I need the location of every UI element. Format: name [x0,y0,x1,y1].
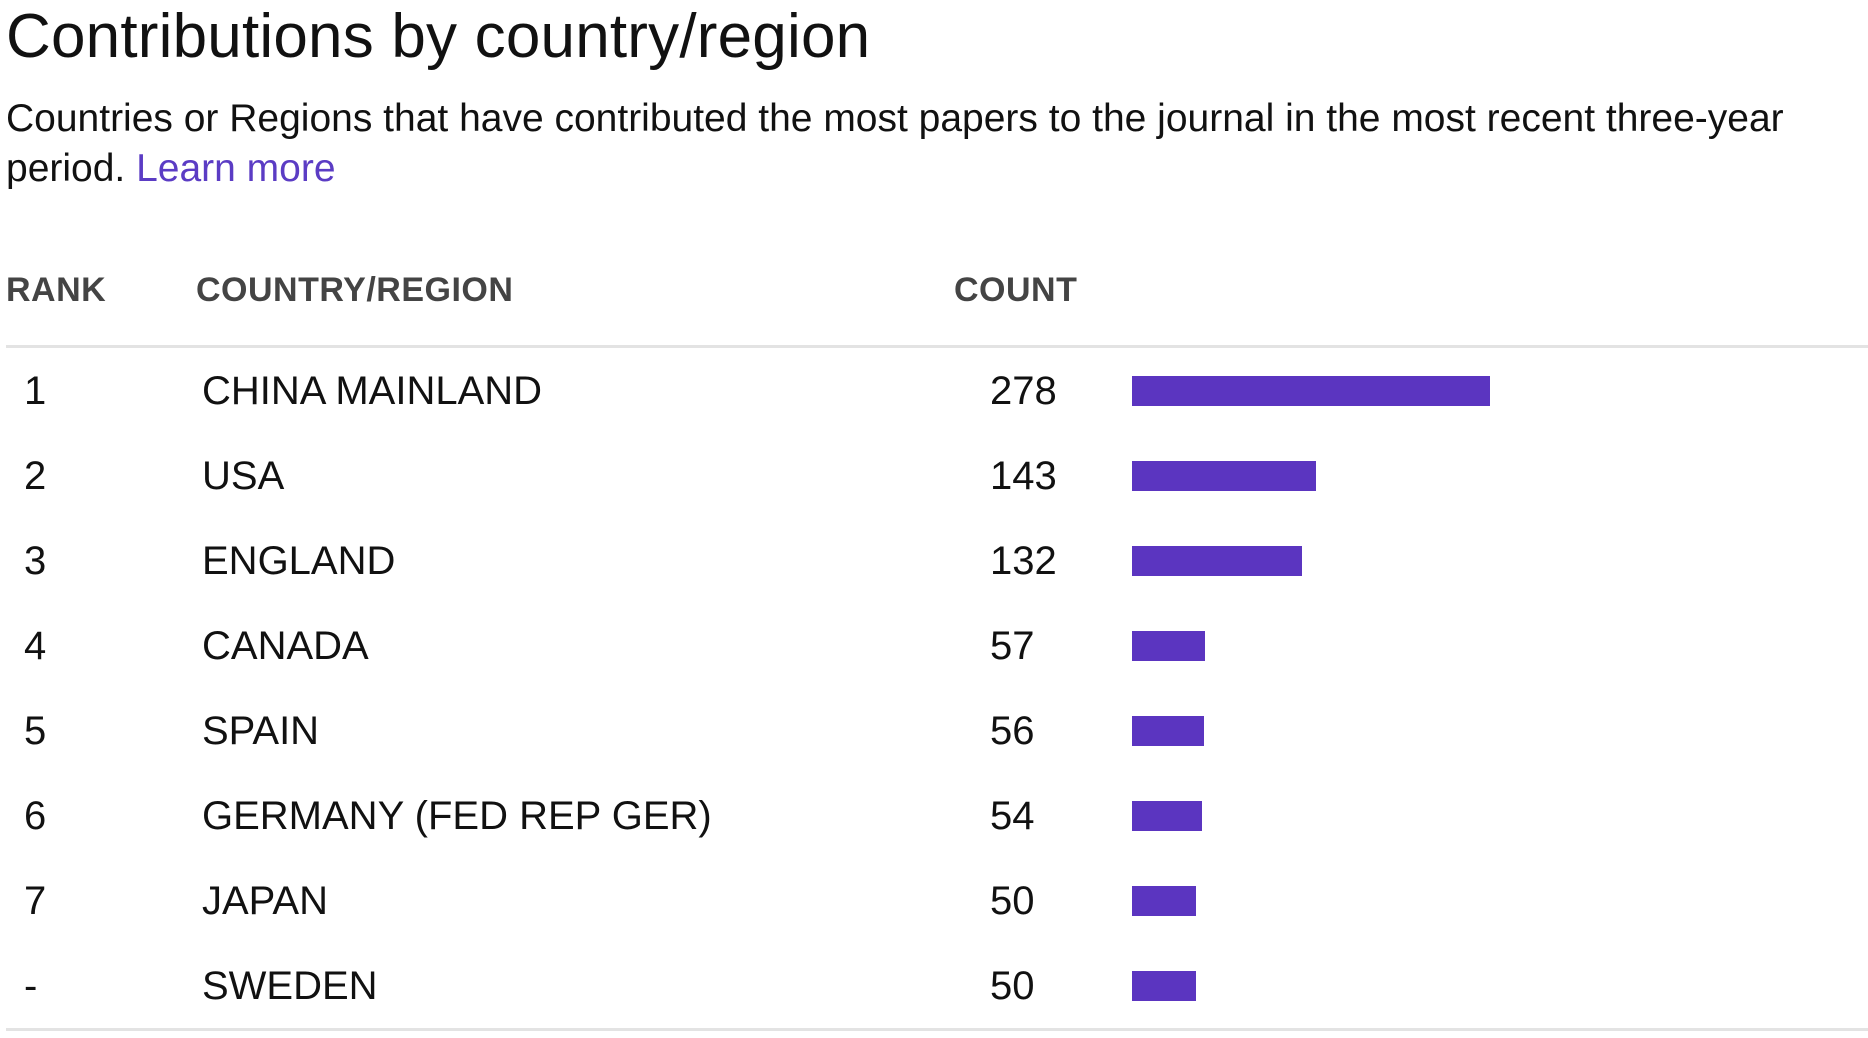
column-header-country: COUNTRY/REGION [196,271,514,309]
country-cell: GERMANY (FED REP GER) [202,794,712,838]
country-cell: CHINA MAINLAND [202,369,543,413]
country-cell: CANADA [202,624,369,668]
count-cell: 54 [990,794,1035,838]
table-row: 5 SPAIN 56 [6,688,1868,773]
count-bar [1132,801,1202,831]
table-row: 7 JAPAN 50 [6,858,1868,943]
country-cell: SPAIN [202,709,320,753]
count-cell: 278 [990,369,1057,413]
table-row: - SWEDEN 50 [6,943,1868,1028]
table-row: 3 ENGLAND 132 [6,518,1868,603]
count-cell: 143 [990,454,1057,498]
table-row: 1 CHINA MAINLAND 278 [6,348,1868,433]
count-cell: 50 [990,964,1035,1008]
rank-cell: 3 [24,539,47,583]
rank-cell: 1 [24,369,47,413]
count-cell: 57 [990,624,1035,668]
rank-cell: 7 [24,879,47,923]
rank-cell: 2 [24,454,47,498]
count-bar [1132,376,1490,406]
count-cell: 56 [990,709,1035,753]
learn-more-link[interactable]: Learn more [136,147,336,190]
count-bar [1132,631,1205,661]
table-bottom-divider [6,1028,1868,1031]
column-header-count: COUNT [954,271,1078,309]
country-table: RANK COUNTRY/REGION COUNT 1 CHINA MAINLAN… [6,265,1868,1031]
count-bar [1132,461,1316,491]
table-row: 4 CANADA 57 [6,603,1868,688]
count-bar [1132,886,1196,916]
table-header: RANK COUNTRY/REGION COUNT [6,265,1868,348]
rank-cell: 4 [24,624,47,668]
count-bar [1132,546,1302,576]
country-cell: SWEDEN [202,964,378,1008]
page-description: Countries or Regions that have contribut… [6,94,1864,194]
count-bar [1132,971,1196,1001]
table-body: 1 CHINA MAINLAND 278 2 USA 143 3 ENGLAND 132 4 CAN… [6,348,1868,1028]
rank-cell: - [24,964,38,1008]
country-cell: JAPAN [202,879,328,923]
rank-cell: 6 [24,794,47,838]
count-cell: 50 [990,879,1035,923]
column-header-rank: RANK [6,271,107,309]
table-row: 6 GERMANY (FED REP GER) 54 [6,773,1868,858]
page-title: Contributions by country/region [6,2,871,71]
count-cell: 132 [990,539,1057,583]
country-cell: USA [202,454,285,498]
table-row: 2 USA 143 [6,433,1868,518]
count-bar [1132,716,1204,746]
description-text: Countries or Regions that have contribut… [6,97,1784,190]
country-cell: ENGLAND [202,539,396,583]
contributions-panel: Contributions by country/region Countrie… [6,0,1868,194]
rank-cell: 5 [24,709,47,753]
